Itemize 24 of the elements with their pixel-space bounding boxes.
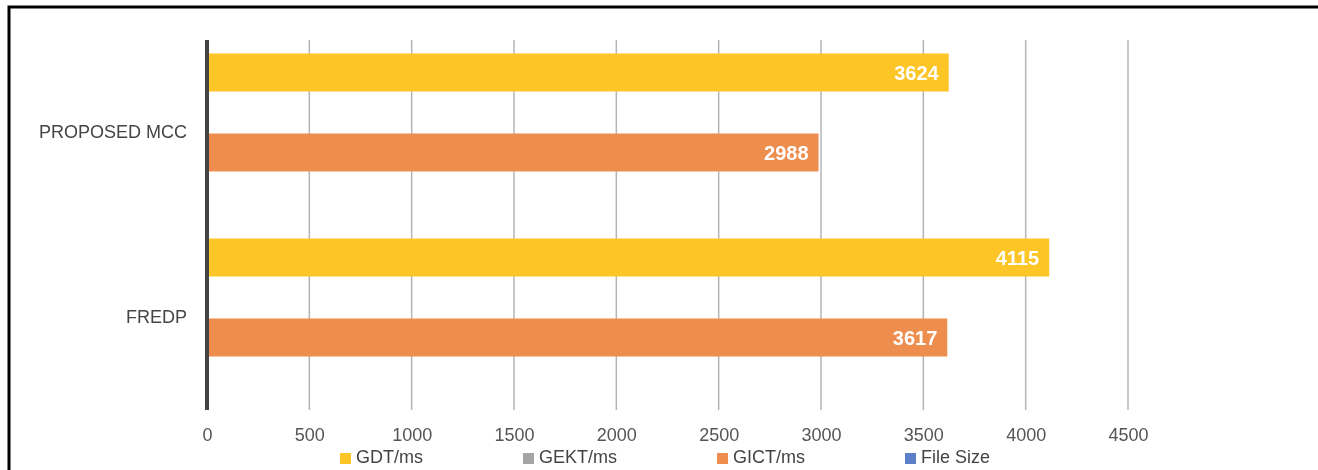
x-tick-label: 4500	[1108, 424, 1149, 445]
y-tick-label: FREDP	[125, 307, 187, 328]
y-tick-label: PROPOSED MCC	[38, 122, 187, 143]
data-label: 2988	[764, 141, 809, 164]
x-tick-label: 3500	[903, 424, 944, 445]
data-label: 4115	[995, 246, 1040, 269]
legend-label: GDT/ms	[356, 447, 423, 467]
x-tick-label: 2000	[596, 424, 637, 445]
bar	[207, 238, 1050, 277]
legend-label: File Size	[921, 447, 991, 467]
x-tick-label: 1500	[494, 424, 535, 445]
bar	[207, 53, 949, 92]
legend-label: GEKT/ms	[539, 447, 618, 467]
x-tick-label: 0	[202, 424, 213, 445]
data-label: 3617	[892, 326, 938, 349]
x-tick-label: 4000	[1006, 424, 1047, 445]
bar	[207, 133, 819, 172]
x-tick-label: 2500	[699, 424, 740, 445]
x-tick-label: 3000	[801, 424, 842, 445]
bar	[207, 318, 948, 357]
x-tick-label: 1000	[392, 424, 433, 445]
data-label: 3624	[894, 61, 940, 84]
x-tick-label: 500	[294, 424, 325, 445]
legend-label: GICT/ms	[733, 447, 806, 467]
